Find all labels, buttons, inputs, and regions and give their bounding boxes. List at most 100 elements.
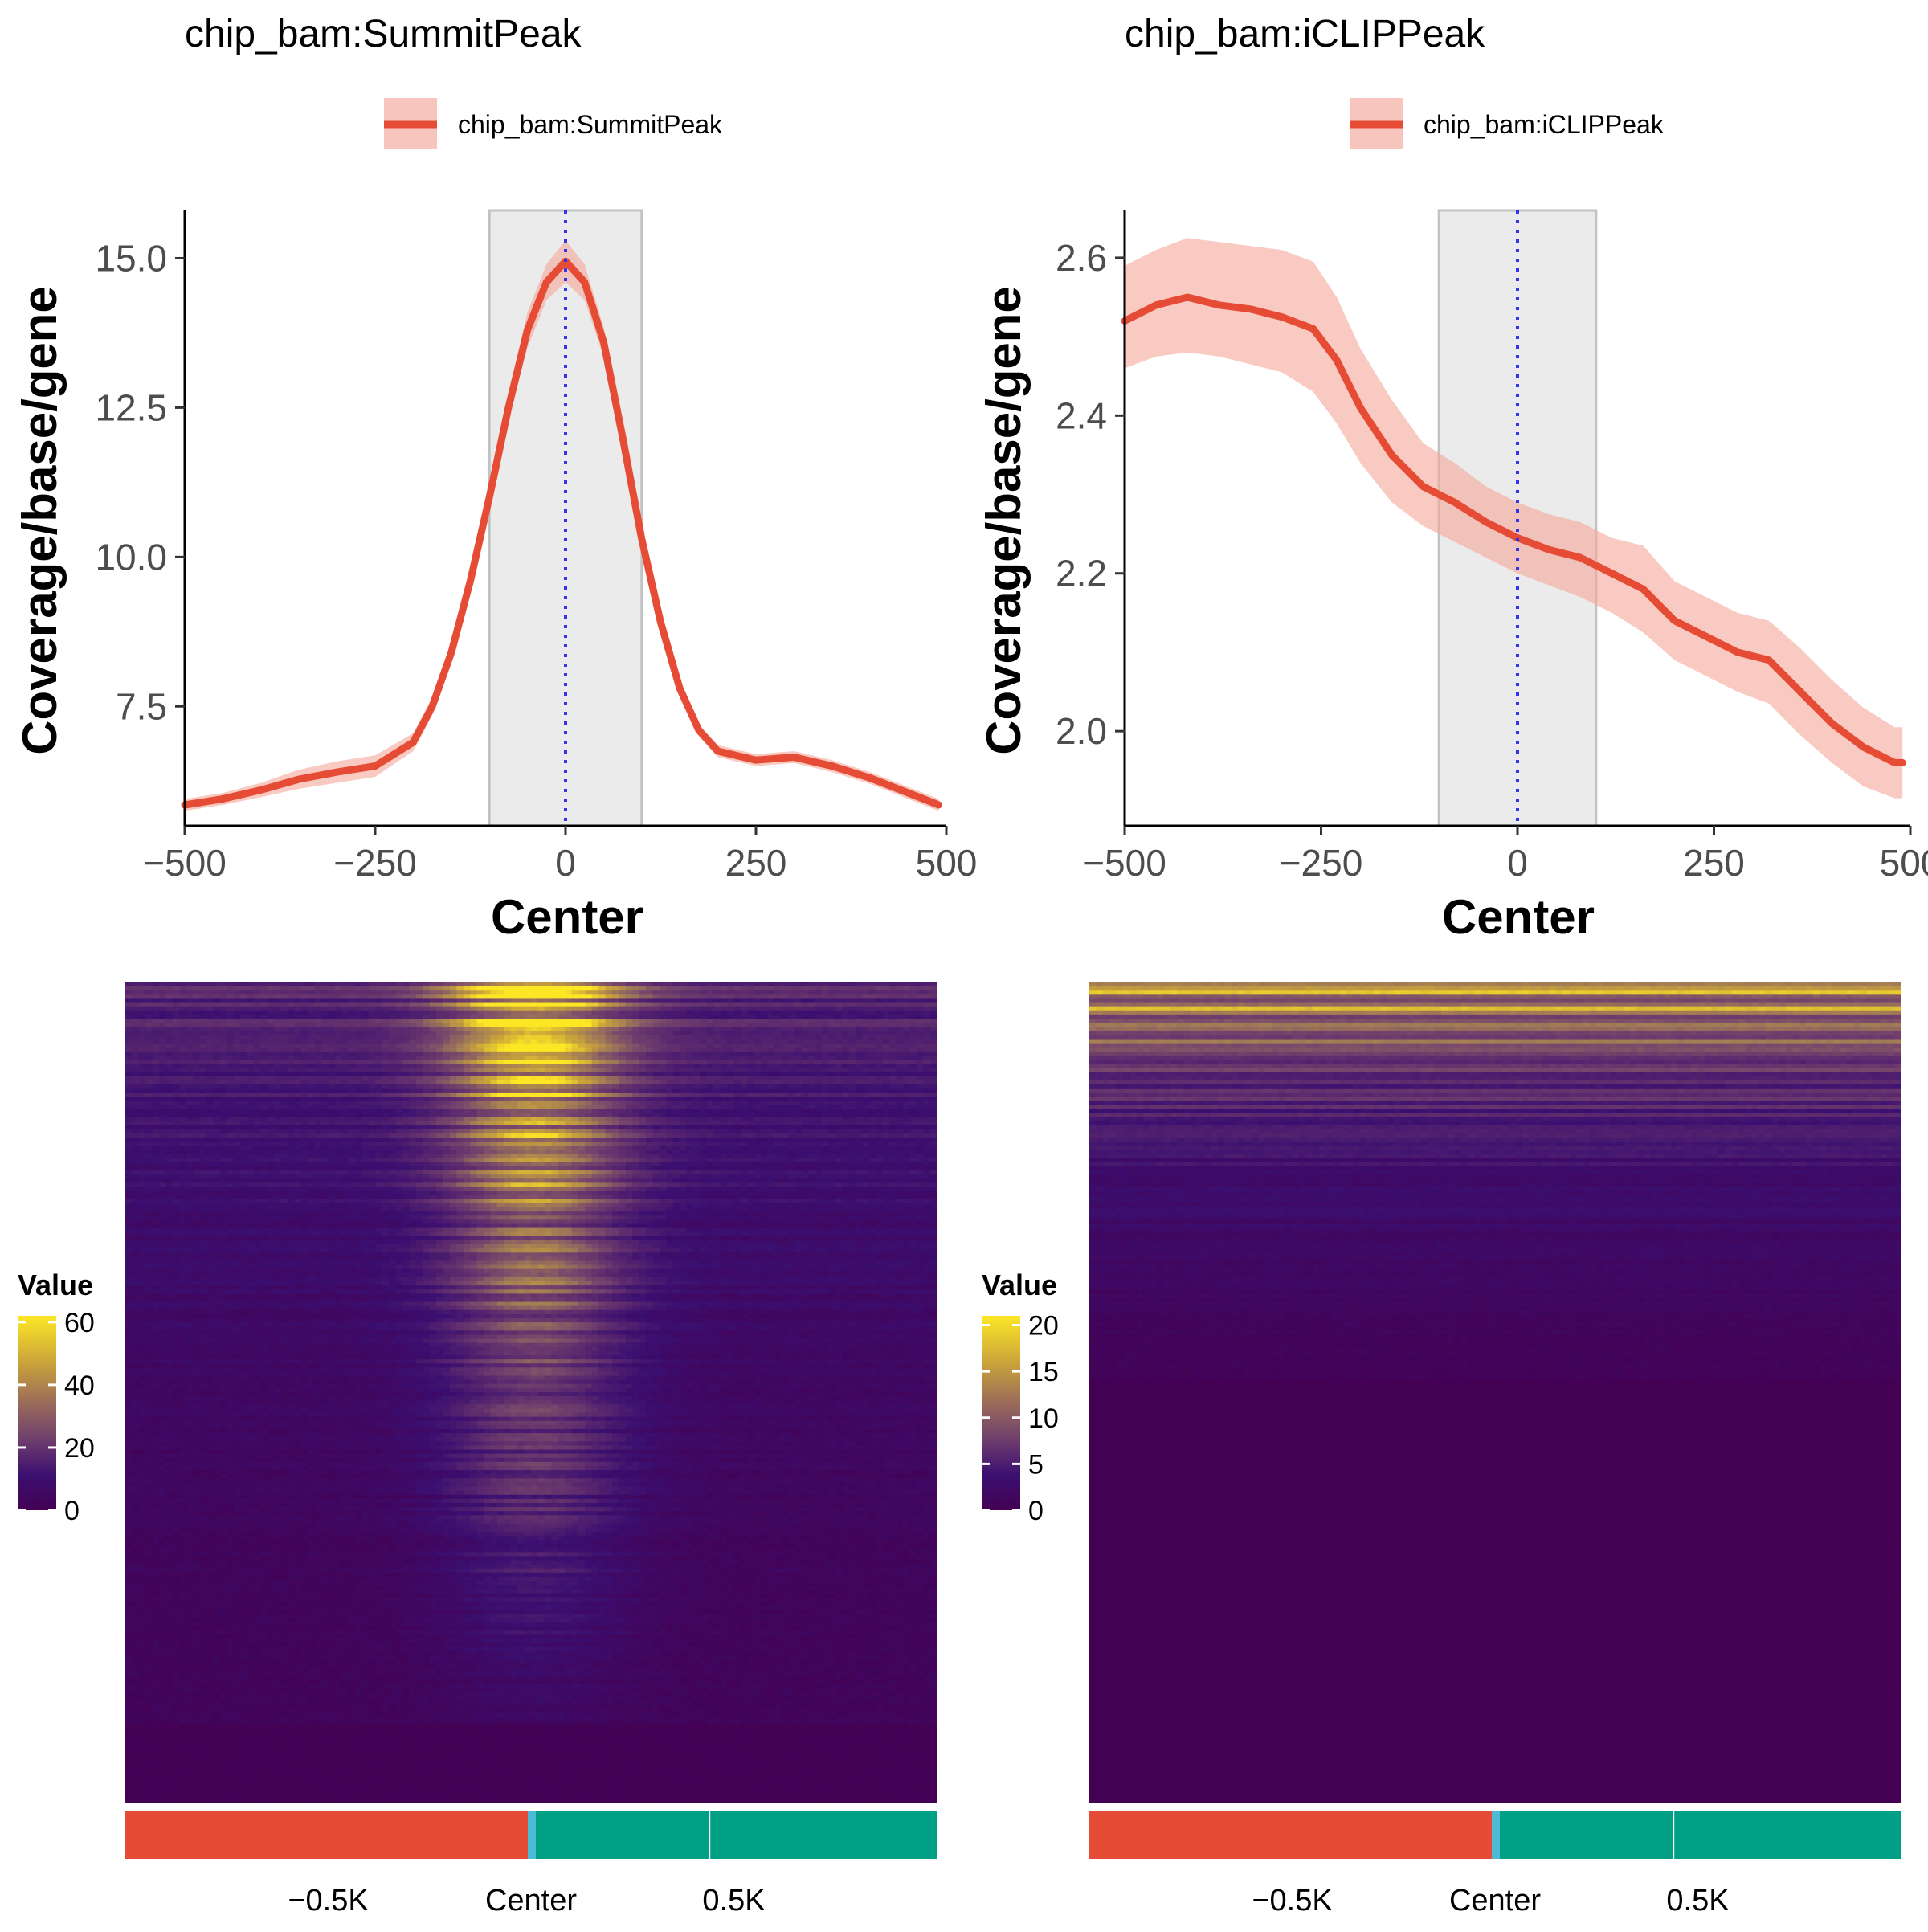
heatmap-cell bbox=[700, 1019, 707, 1023]
heatmap-cell bbox=[619, 1040, 626, 1044]
heatmap-cell bbox=[876, 1089, 883, 1093]
heatmap-cell bbox=[369, 986, 376, 991]
heatmap-cell bbox=[856, 1072, 863, 1076]
heatmap-cell bbox=[234, 1084, 241, 1089]
heatmap-cell bbox=[687, 1105, 694, 1109]
heatmap-cell bbox=[132, 1129, 139, 1134]
heatmap-cell bbox=[531, 1040, 538, 1044]
heatmap-cell bbox=[903, 1138, 910, 1142]
heatmap-cell bbox=[849, 1068, 856, 1072]
heatmap-cell bbox=[396, 1040, 403, 1044]
heatmap-cell bbox=[375, 1133, 382, 1138]
heatmap-cell bbox=[727, 994, 734, 999]
heatmap-cell bbox=[741, 1023, 748, 1027]
heatmap-cell bbox=[213, 1101, 220, 1105]
heatmap-cell bbox=[660, 994, 667, 999]
heatmap-cell bbox=[294, 1068, 301, 1072]
heatmap-cell bbox=[416, 1040, 423, 1044]
heatmap-cell bbox=[849, 1044, 856, 1048]
heatmap-cell bbox=[768, 1019, 775, 1023]
heatmap-cell bbox=[565, 1117, 572, 1122]
heatmap-cell bbox=[754, 1146, 762, 1150]
heatmap-cell bbox=[653, 1068, 660, 1072]
heatmap-cell bbox=[761, 1052, 768, 1056]
heatmap-cell bbox=[666, 1121, 673, 1126]
heatmap-cell bbox=[186, 1019, 194, 1023]
heatmap-cell bbox=[274, 1011, 281, 1015]
heatmap-cell bbox=[856, 1121, 863, 1126]
heatmap-cell bbox=[274, 1068, 281, 1072]
heatmap-cell bbox=[517, 990, 525, 995]
heatmap-cell bbox=[423, 1072, 430, 1076]
heatmap-cell bbox=[294, 982, 301, 986]
heatmap-cell bbox=[598, 1035, 606, 1040]
heatmap-cell bbox=[680, 1117, 687, 1122]
heatmap-cell bbox=[815, 1109, 823, 1113]
heatmap-cell bbox=[660, 1146, 667, 1150]
heatmap-cell bbox=[774, 1080, 782, 1085]
heatmap-cell bbox=[639, 1142, 647, 1146]
heatmap-cell bbox=[436, 1019, 443, 1023]
heatmap-cell bbox=[856, 1044, 863, 1048]
heatmap-cell bbox=[585, 1007, 592, 1011]
heatmap-cell bbox=[132, 1015, 139, 1019]
heatmap-cell bbox=[727, 1068, 734, 1072]
heatmap-cell bbox=[741, 1031, 748, 1035]
heatmap-cell bbox=[815, 1019, 823, 1023]
heatmap-cell bbox=[558, 1068, 566, 1072]
heatmap-cell bbox=[335, 1052, 342, 1056]
heatmap-cell bbox=[909, 1007, 917, 1011]
heatmap-cell bbox=[862, 1011, 869, 1015]
heatmap-cell bbox=[220, 1052, 227, 1056]
heatmap-cell bbox=[288, 1052, 295, 1056]
heatmap-cell bbox=[828, 1068, 835, 1072]
heatmap-cell bbox=[260, 1113, 268, 1118]
heatmap-cell bbox=[639, 1146, 647, 1150]
heatmap-cell bbox=[335, 990, 342, 995]
heatmap-cell bbox=[883, 1011, 890, 1015]
heatmap-cell bbox=[396, 998, 403, 1003]
heatmap-cell bbox=[511, 998, 518, 1003]
heatmap-cell bbox=[484, 1011, 491, 1015]
heatmap-cell bbox=[822, 1019, 829, 1023]
heatmap-cell bbox=[139, 1076, 146, 1081]
heatmap-cell bbox=[213, 1142, 220, 1146]
heatmap-cell bbox=[234, 1101, 241, 1105]
heatmap-cell bbox=[646, 1101, 653, 1105]
heatmap-cell bbox=[565, 1019, 572, 1023]
heatmap-cell bbox=[537, 1133, 545, 1138]
heatmap-cell bbox=[335, 994, 342, 999]
heatmap-cell bbox=[741, 1027, 748, 1031]
heatmap-cell bbox=[315, 1097, 322, 1101]
heatmap-cell bbox=[402, 1003, 410, 1007]
heatmap-cell bbox=[673, 1080, 680, 1085]
heatmap-cell bbox=[761, 1125, 768, 1130]
heatmap-cell bbox=[666, 1068, 673, 1072]
heatmap-cell bbox=[179, 990, 186, 995]
heatmap-cell bbox=[145, 982, 153, 986]
heatmap-cell bbox=[551, 1101, 558, 1105]
heatmap-cell bbox=[693, 1129, 701, 1134]
heatmap-cell bbox=[606, 1064, 613, 1068]
heatmap-cell bbox=[754, 1027, 762, 1031]
heatmap-cell bbox=[889, 1027, 897, 1031]
heatmap-cell bbox=[632, 1003, 639, 1007]
heatmap-cell bbox=[680, 1027, 687, 1031]
heatmap-cell bbox=[606, 1003, 613, 1007]
heatmap-cell bbox=[646, 1133, 653, 1138]
heatmap-cell bbox=[362, 1035, 370, 1040]
heatmap-cell bbox=[537, 1105, 545, 1109]
heatmap-cell bbox=[166, 1011, 174, 1015]
heatmap-cell bbox=[545, 1142, 552, 1146]
heatmap-cell bbox=[869, 1044, 876, 1048]
heatmap-cell bbox=[815, 1097, 823, 1101]
heatmap-cell bbox=[862, 1089, 869, 1093]
heatmap-cell bbox=[721, 1019, 728, 1023]
heatmap-cell bbox=[585, 1027, 592, 1031]
heatmap-cell bbox=[612, 1142, 619, 1146]
heatmap-cell bbox=[525, 1097, 532, 1101]
heatmap-cell bbox=[402, 1146, 410, 1150]
heatmap-cell bbox=[666, 1007, 673, 1011]
heatmap-cell bbox=[402, 1040, 410, 1044]
heatmap-cell bbox=[145, 994, 153, 999]
